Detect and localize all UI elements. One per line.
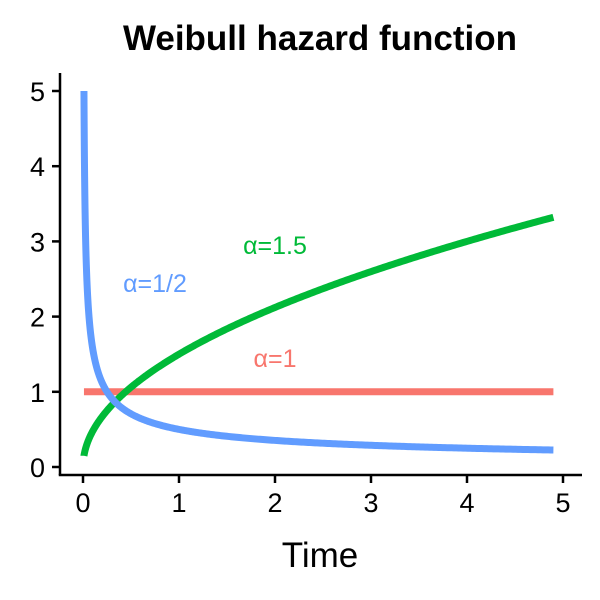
x-tick-label: 0	[75, 488, 90, 518]
y-ticks: 0 1 2 3 4 5	[30, 77, 60, 483]
series-label-alpha-1: α=1	[254, 345, 297, 373]
y-tick-label: 5	[30, 77, 45, 107]
series-curves	[80, 87, 555, 460]
x-tick-label: 4	[459, 488, 474, 518]
x-tick-label: 1	[171, 488, 186, 518]
x-ticks: 0 1 2 3 4 5	[75, 475, 571, 518]
y-tick-label: 3	[30, 227, 45, 257]
series-line-alpha-0-5	[80, 87, 555, 454]
chart-title: Weibull hazard function	[123, 19, 517, 58]
x-axis-title: Time	[282, 536, 358, 575]
x-tick-label: 3	[363, 488, 378, 518]
x-tick-label: 5	[555, 488, 570, 518]
y-tick-label: 2	[30, 303, 45, 333]
series-line-alpha-1-5	[80, 213, 555, 460]
x-tick-label: 2	[267, 488, 282, 518]
y-tick-label: 1	[30, 378, 45, 408]
y-tick-label: 0	[30, 453, 45, 483]
series-label-alpha-0-5: α=1/2	[123, 270, 187, 298]
series-labels: α=1/2 α=1 α=1.5	[123, 232, 307, 373]
series-label-alpha-1-5: α=1.5	[243, 232, 307, 260]
y-tick-label: 4	[30, 152, 45, 182]
axes	[58, 73, 582, 477]
